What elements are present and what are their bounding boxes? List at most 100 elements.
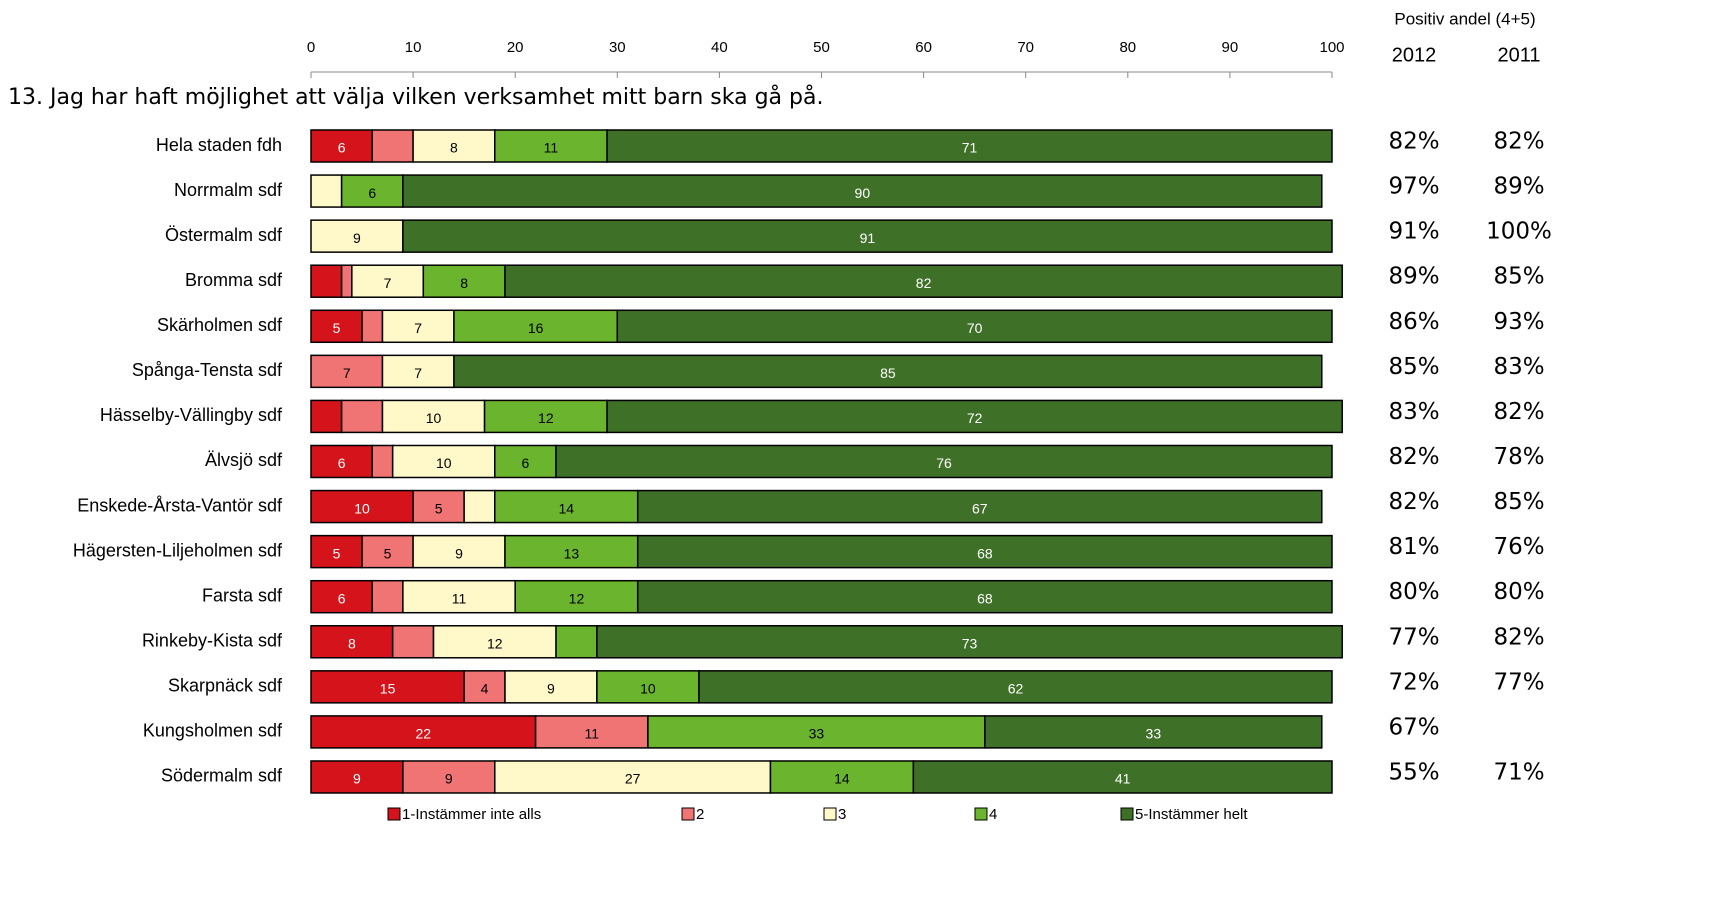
side-value: 82% bbox=[1388, 489, 1439, 515]
legend-label: 1-Instämmer inte alls bbox=[402, 806, 541, 823]
x-tick-label: 90 bbox=[1222, 39, 1239, 56]
legend-swatch bbox=[974, 807, 988, 821]
bar-segment bbox=[412, 534, 506, 569]
category-label: Norrmalm sdf bbox=[174, 180, 283, 200]
data-label: 8 bbox=[348, 635, 356, 651]
side-value: 97% bbox=[1388, 174, 1439, 200]
bar-segment bbox=[698, 670, 1333, 704]
bar-segment bbox=[555, 625, 598, 659]
side-value: 71% bbox=[1493, 759, 1544, 785]
x-tick-label: 60 bbox=[915, 39, 932, 56]
bar-segment bbox=[361, 309, 384, 344]
bar-segment bbox=[310, 760, 404, 794]
data-label: 9 bbox=[547, 681, 555, 697]
legend-swatch bbox=[823, 807, 837, 821]
bar-segment bbox=[361, 534, 414, 569]
bar-segment bbox=[463, 489, 496, 524]
bar-segment bbox=[381, 309, 455, 344]
data-label: 76 bbox=[936, 455, 952, 471]
bar-segment bbox=[340, 399, 384, 434]
side-value: 85% bbox=[1493, 264, 1544, 290]
data-label: 6 bbox=[522, 455, 530, 471]
data-label: 71 bbox=[962, 140, 978, 156]
bar-segment bbox=[412, 129, 496, 163]
category-label: Hela staden fdh bbox=[156, 135, 282, 155]
data-label: 12 bbox=[487, 635, 503, 651]
data-label: 7 bbox=[343, 365, 351, 381]
data-label: 13 bbox=[564, 545, 580, 561]
bar-segment bbox=[310, 579, 374, 614]
bar-segment bbox=[310, 354, 384, 389]
side-value: 55% bbox=[1388, 759, 1439, 785]
bar-segment bbox=[514, 579, 639, 614]
bar-segment bbox=[636, 489, 1323, 524]
data-label: 91 bbox=[860, 230, 876, 246]
data-label: 7 bbox=[414, 320, 422, 336]
data-label: 11 bbox=[544, 140, 559, 156]
x-tick-label: 80 bbox=[1119, 39, 1136, 56]
data-label: 5 bbox=[384, 545, 392, 561]
bar-segment bbox=[381, 354, 455, 389]
side-value: 85% bbox=[1493, 489, 1544, 515]
bar-segment bbox=[504, 670, 598, 704]
side-value: 82% bbox=[1493, 129, 1544, 155]
side-value: 89% bbox=[1388, 264, 1439, 290]
legend-label: 5-Instämmer helt bbox=[1135, 806, 1248, 823]
data-label: 68 bbox=[977, 545, 993, 561]
bar-segment bbox=[340, 264, 353, 298]
data-label: 9 bbox=[445, 771, 453, 787]
data-label: 14 bbox=[834, 771, 850, 787]
data-label: 82 bbox=[916, 275, 932, 291]
category-label: Skärholmen sdf bbox=[157, 315, 283, 335]
data-label: 4 bbox=[481, 681, 489, 697]
legend-swatch bbox=[387, 807, 401, 821]
bar-segment bbox=[534, 715, 649, 749]
x-tick-label: 50 bbox=[813, 39, 830, 56]
category-label: Farsta sdf bbox=[202, 585, 283, 605]
data-label: 6 bbox=[338, 590, 346, 606]
legend-label: 4 bbox=[989, 806, 997, 823]
data-label: 12 bbox=[538, 410, 554, 426]
side-value: 93% bbox=[1493, 309, 1544, 335]
side-value: 91% bbox=[1388, 219, 1439, 245]
data-label: 8 bbox=[450, 140, 458, 156]
bar-segment bbox=[596, 625, 1343, 659]
bar-segment bbox=[402, 219, 1333, 253]
bar-segment bbox=[310, 399, 343, 434]
bar-segment bbox=[371, 129, 414, 163]
bar-segment bbox=[402, 174, 1323, 208]
side-value: 81% bbox=[1388, 534, 1439, 560]
side-value: 78% bbox=[1493, 444, 1544, 470]
bar-segment bbox=[371, 579, 404, 614]
side-value: 82% bbox=[1493, 399, 1544, 425]
bar-segment bbox=[912, 760, 1333, 794]
data-label: 33 bbox=[809, 726, 825, 742]
side-value: 82% bbox=[1493, 624, 1544, 650]
bar-segment bbox=[984, 715, 1323, 749]
bar-segment bbox=[310, 174, 343, 208]
side-column-header: 2012 bbox=[1392, 44, 1437, 66]
bar-segment bbox=[310, 264, 343, 298]
x-tick-label: 70 bbox=[1017, 39, 1034, 56]
data-label: 10 bbox=[354, 500, 370, 516]
bar-segment bbox=[606, 399, 1343, 434]
legend-swatch bbox=[681, 807, 695, 821]
data-label: 70 bbox=[967, 320, 983, 336]
side-value: 80% bbox=[1388, 579, 1439, 605]
side-value: 83% bbox=[1388, 399, 1439, 425]
data-label: 85 bbox=[880, 365, 896, 381]
bar-segment bbox=[769, 760, 915, 794]
side-value: 77% bbox=[1388, 624, 1439, 650]
data-label: 67 bbox=[972, 500, 988, 516]
data-label: 6 bbox=[338, 140, 346, 156]
bar-segment bbox=[310, 489, 414, 524]
data-label: 11 bbox=[452, 590, 467, 606]
data-label: 7 bbox=[384, 275, 392, 291]
category-label: Enskede-Årsta-Vantör sdf bbox=[77, 495, 283, 515]
bar-segment bbox=[504, 264, 1343, 298]
side-value: 72% bbox=[1388, 669, 1439, 695]
bar-segment bbox=[606, 129, 1333, 163]
category-label: Rinkeby-Kista sdf bbox=[142, 631, 283, 651]
category-label: Bromma sdf bbox=[185, 270, 283, 290]
